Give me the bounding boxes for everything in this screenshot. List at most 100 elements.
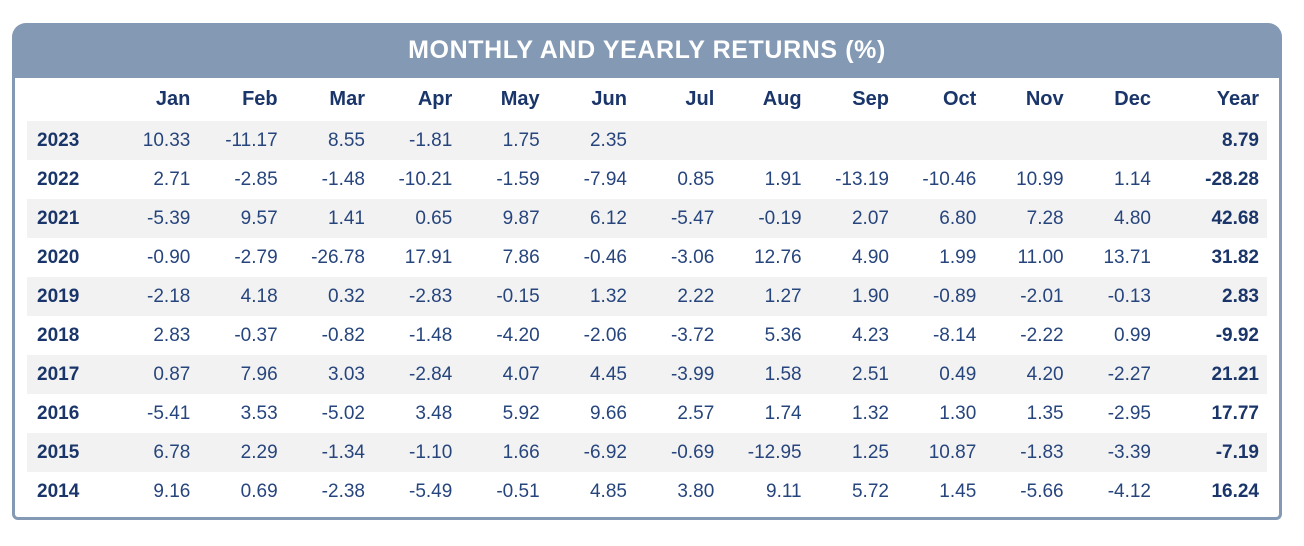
month-return-cell: 8.55 [328,129,365,151]
month-return-cell: 3.48 [415,402,453,424]
month-return-cell: -12.95 [747,441,802,463]
column-header-feb: Feb [242,88,278,110]
column-header-jan: Jan [155,88,191,110]
month-return-cell: 1.27 [764,285,802,307]
month-return-cell: 1.74 [764,402,802,424]
month-return-cell: 1.35 [1026,402,1064,424]
month-return-cell: 7.28 [1026,207,1064,229]
month-return-cell: -3.99 [670,363,715,385]
month-return-cell: 1.32 [589,285,627,307]
month-return-cell: 3.80 [677,480,715,502]
month-return-cell: 4.07 [502,363,540,385]
month-return-cell: 3.53 [240,402,278,424]
month-return-cell: -7.94 [583,168,627,190]
month-return-cell: -2.79 [234,246,278,268]
month-return-cell: 13.71 [1103,246,1151,268]
month-return-cell: 4.20 [1026,363,1064,385]
table-row: 2014 9.16 0.69 -2.38 -5.49 -0.51 4.85 3.80 9.11 5… [27,472,1267,511]
column-header-dec: Dec [1114,88,1151,110]
month-return-cell: -0.51 [496,480,540,502]
month-return-cell: 2.71 [153,168,191,190]
month-return-cell: -2.06 [583,324,627,346]
month-return-cell: 4.85 [589,480,627,502]
table-row: 2019 -2.18 4.18 0.32 -2.83 -0.15 1.32 2.22 1.27 1… [27,277,1267,316]
month-return-cell: -5.39 [147,207,191,229]
table-row: 2015 6.78 2.29 -1.34 -1.10 1.66 -6.92 -0.69 -12.… [27,433,1267,472]
year-total-cell: 8.79 [1222,129,1259,151]
month-return-cell: 9.11 [766,480,802,502]
month-return-cell: 5.92 [502,402,540,424]
month-return-cell: 0.99 [1114,324,1151,346]
month-return-cell: -11.17 [225,129,278,151]
year-total-cell: -28.28 [1205,168,1259,190]
month-return-cell: 0.32 [328,285,365,307]
month-return-cell: -8.14 [932,324,977,346]
table-row: 2021 -5.39 9.57 1.41 0.65 9.87 6.12 -5.47 -0.19 2… [27,199,1267,238]
table-row: 2023 10.33 -11.17 8.55 -1.81 1.75 2.35 8.79 [27,121,1267,160]
month-return-cell: -1.10 [409,441,453,463]
column-header-sep: Sep [852,88,889,110]
row-year-label: 2015 [37,441,80,463]
year-total-cell: -9.92 [1215,324,1259,346]
month-return-cell: -0.13 [1107,285,1151,307]
month-return-cell: 2.29 [240,441,278,463]
month-return-cell: -2.38 [321,480,365,502]
month-return-cell: -13.19 [835,168,889,190]
month-return-cell: -1.48 [409,324,453,346]
column-header-nov: Nov [1025,88,1064,110]
month-return-cell: 6.78 [153,441,191,463]
year-total-cell: 16.24 [1211,480,1259,502]
month-return-cell: -5.41 [147,402,191,424]
month-return-cell: 9.66 [589,402,627,424]
year-total-cell: 2.83 [1222,285,1259,307]
row-year-label: 2020 [37,246,80,268]
table-title: MONTHLY AND YEARLY RETURNS (%) [408,36,886,64]
month-return-cell: 7.86 [502,246,540,268]
month-return-cell: -1.81 [409,129,453,151]
month-return-cell: 1.66 [502,441,540,463]
month-return-cell: 2.83 [153,324,191,346]
month-return-cell: -3.72 [670,324,715,346]
month-return-cell [722,121,809,160]
table-title-bar: MONTHLY AND YEARLY RETURNS (%) [12,23,1282,78]
row-year-label: 2019 [37,285,80,307]
row-year-label: 2022 [37,168,80,190]
month-return-cell: -5.02 [321,402,365,424]
month-return-cell: -2.22 [1020,324,1064,346]
month-return-cell: 0.69 [240,480,278,502]
month-return-cell: -1.59 [496,168,540,190]
row-year-label: 2016 [37,402,80,424]
month-return-cell: -4.20 [496,324,540,346]
table-row: 2018 2.83 -0.37 -0.82 -1.48 -4.20 -2.06 -3.72 5.… [27,316,1267,355]
month-return-cell: -2.01 [1020,285,1064,307]
month-return-cell: 9.87 [502,207,540,229]
month-return-cell [984,121,1071,160]
column-header-apr: Apr [417,88,453,110]
month-return-cell: 2.51 [851,363,889,385]
month-return-cell: 1.25 [851,441,889,463]
month-return-cell: 1.75 [502,129,540,151]
month-return-cell: -0.15 [496,285,540,307]
month-return-cell: 9.16 [153,480,191,502]
month-return-cell: 10.33 [142,129,191,151]
month-return-cell: -2.83 [409,285,453,307]
month-return-cell: 2.07 [851,207,889,229]
month-return-cell: 4.23 [851,324,889,346]
month-return-cell: -10.46 [922,168,977,190]
month-return-cell: -0.89 [932,285,977,307]
month-return-cell: 4.80 [1114,207,1151,229]
month-return-cell: -3.06 [670,246,715,268]
month-return-cell: 4.18 [240,285,278,307]
month-return-cell: 1.41 [328,207,365,229]
table-row: 2017 0.87 7.96 3.03 -2.84 4.07 4.45 -3.99 1.58 2.… [27,355,1267,394]
month-return-cell: -2.95 [1107,402,1151,424]
table-body-panel: Jan Feb Mar Apr May Jun Jul Aug Sep Oct Nov Dec Year… [12,78,1282,520]
month-return-cell: 1.32 [851,402,889,424]
month-return-cell: -0.19 [758,207,802,229]
month-return-cell: -10.21 [398,168,453,190]
month-return-cell [897,121,984,160]
year-total-cell: 42.68 [1211,207,1259,229]
month-return-cell: 1.91 [764,168,802,190]
month-return-cell: 0.49 [939,363,977,385]
month-return-cell: 1.14 [1114,168,1151,190]
